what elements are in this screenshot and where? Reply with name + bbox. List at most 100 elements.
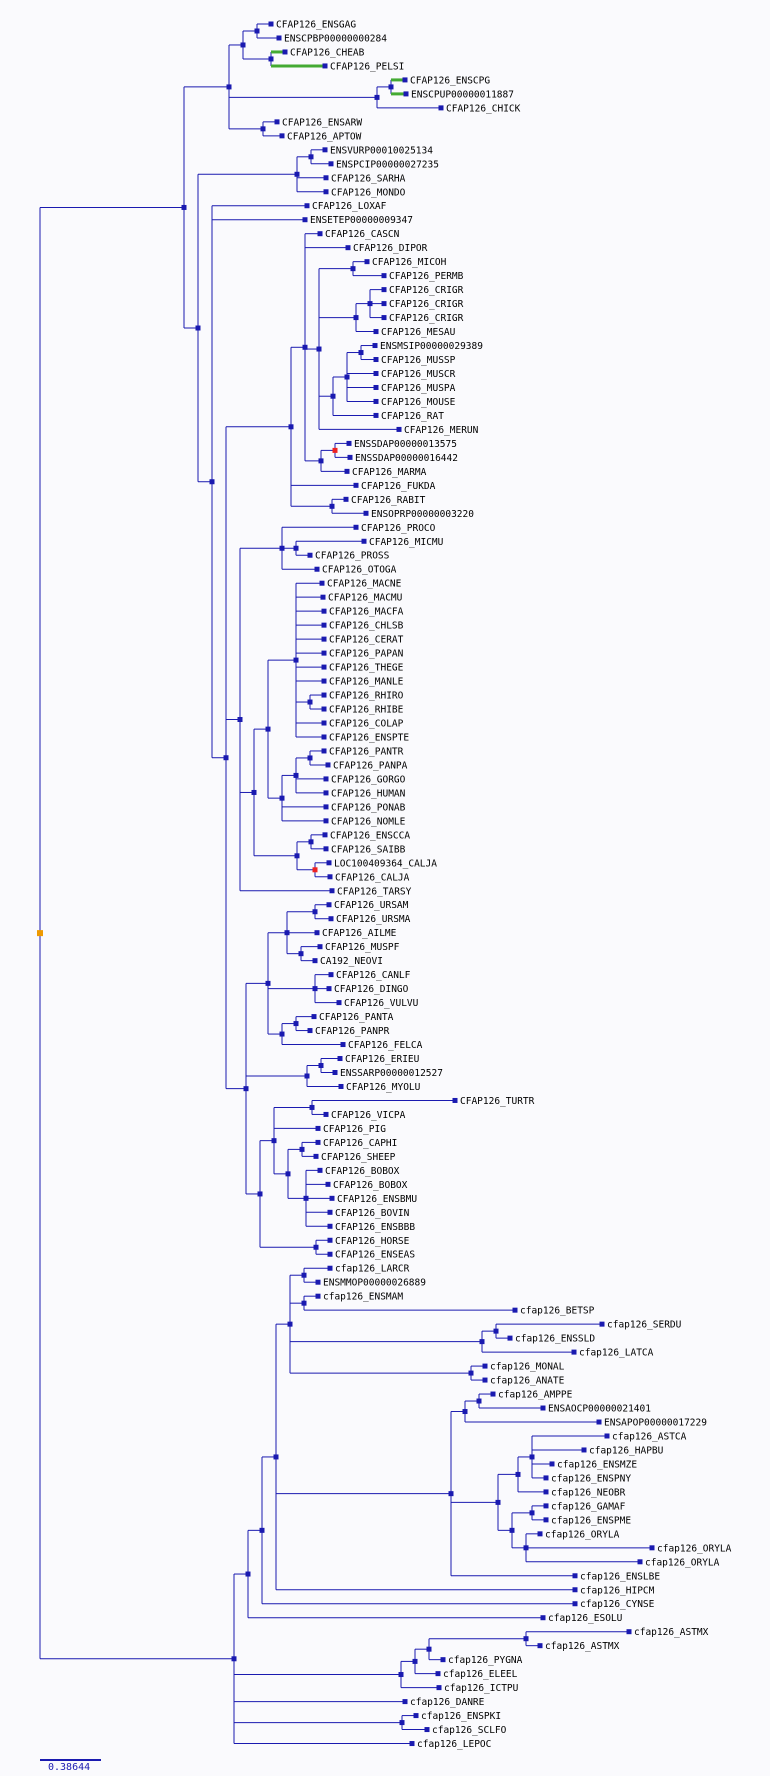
internal-node[interactable] xyxy=(209,479,215,485)
duplication-node[interactable] xyxy=(332,447,338,453)
leaf-node[interactable] xyxy=(276,35,282,41)
leaf-node[interactable] xyxy=(507,1335,513,1341)
leaf-node[interactable] xyxy=(336,1000,342,1006)
leaf-node[interactable] xyxy=(323,846,329,852)
internal-node[interactable] xyxy=(279,545,285,551)
leaf-node[interactable] xyxy=(317,1167,323,1173)
leaf-node[interactable] xyxy=(321,720,327,726)
leaf-node[interactable] xyxy=(323,175,329,181)
leaf-node[interactable] xyxy=(317,944,323,950)
leaf-node[interactable] xyxy=(327,1265,333,1271)
root-node[interactable] xyxy=(37,930,43,937)
leaf-node[interactable] xyxy=(436,1685,442,1691)
leaf-node[interactable] xyxy=(482,1363,488,1369)
internal-node[interactable] xyxy=(279,795,285,801)
leaf-node[interactable] xyxy=(403,91,409,97)
internal-node[interactable] xyxy=(330,393,336,399)
internal-node[interactable] xyxy=(329,503,335,509)
internal-node[interactable] xyxy=(318,458,324,464)
internal-node[interactable] xyxy=(301,1300,307,1306)
leaf-node[interactable] xyxy=(438,105,444,111)
internal-node[interactable] xyxy=(448,1491,454,1497)
leaf-node[interactable] xyxy=(315,1125,321,1131)
leaf-node[interactable] xyxy=(540,1405,546,1411)
internal-node[interactable] xyxy=(237,717,243,723)
internal-node[interactable] xyxy=(285,1171,291,1177)
leaf-node[interactable] xyxy=(347,454,353,460)
leaf-node[interactable] xyxy=(581,1447,587,1453)
leaf-node[interactable] xyxy=(540,1615,546,1621)
leaf-node[interactable] xyxy=(373,357,379,363)
leaf-node[interactable] xyxy=(304,203,310,209)
internal-node[interactable] xyxy=(515,1471,521,1477)
leaf-node[interactable] xyxy=(327,1223,333,1229)
leaf-node[interactable] xyxy=(314,566,320,572)
leaf-node[interactable] xyxy=(572,1601,578,1607)
internal-node[interactable] xyxy=(265,726,271,732)
leaf-node[interactable] xyxy=(435,1671,441,1677)
leaf-node[interactable] xyxy=(364,259,370,265)
internal-node[interactable] xyxy=(412,1658,418,1664)
leaf-node[interactable] xyxy=(543,1475,549,1481)
leaf-node[interactable] xyxy=(537,1531,543,1537)
leaf-node[interactable] xyxy=(596,1419,602,1425)
internal-node[interactable] xyxy=(268,56,274,62)
internal-node[interactable] xyxy=(353,315,359,321)
leaf-node[interactable] xyxy=(329,1195,335,1201)
leaf-node[interactable] xyxy=(373,398,379,404)
internal-node[interactable] xyxy=(265,980,271,986)
leaf-node[interactable] xyxy=(321,678,327,684)
leaf-node[interactable] xyxy=(381,315,387,321)
leaf-node[interactable] xyxy=(326,860,332,866)
internal-node[interactable] xyxy=(358,350,364,356)
leaf-node[interactable] xyxy=(599,1321,605,1327)
leaf-node[interactable] xyxy=(322,63,328,69)
leaf-node[interactable] xyxy=(396,426,402,432)
internal-node[interactable] xyxy=(308,839,314,845)
leaf-node[interactable] xyxy=(572,1587,578,1593)
leaf-node[interactable] xyxy=(323,189,329,195)
leaf-node[interactable] xyxy=(637,1559,643,1565)
leaf-node[interactable] xyxy=(321,706,327,712)
leaf-node[interactable] xyxy=(543,1489,549,1495)
internal-node[interactable] xyxy=(388,84,394,90)
internal-node[interactable] xyxy=(304,1073,310,1079)
internal-node[interactable] xyxy=(523,1636,529,1642)
leaf-node[interactable] xyxy=(338,1083,344,1089)
internal-node[interactable] xyxy=(312,986,318,992)
leaf-node[interactable] xyxy=(302,217,308,223)
internal-node[interactable] xyxy=(302,344,308,350)
leaf-node[interactable] xyxy=(282,49,288,55)
internal-node[interactable] xyxy=(271,1138,277,1144)
leaf-node[interactable] xyxy=(323,790,329,796)
internal-node[interactable] xyxy=(495,1499,501,1505)
internal-node[interactable] xyxy=(251,789,257,795)
internal-node[interactable] xyxy=(313,1244,319,1250)
leaf-node[interactable] xyxy=(326,986,332,992)
leaf-node[interactable] xyxy=(323,804,329,810)
leaf-node[interactable] xyxy=(315,1279,321,1285)
leaf-node[interactable] xyxy=(332,1070,338,1075)
internal-node[interactable] xyxy=(307,755,313,761)
leaf-node[interactable] xyxy=(329,888,335,894)
internal-node[interactable] xyxy=(245,1571,251,1577)
internal-node[interactable] xyxy=(523,1545,529,1551)
internal-node[interactable] xyxy=(288,424,294,430)
internal-node[interactable] xyxy=(223,755,229,761)
leaf-node[interactable] xyxy=(323,776,329,782)
leaf-node[interactable] xyxy=(604,1433,610,1439)
leaf-node[interactable] xyxy=(312,958,318,964)
leaf-node[interactable] xyxy=(327,1251,333,1257)
leaf-node[interactable] xyxy=(321,664,327,670)
leaf-node[interactable] xyxy=(572,1573,578,1579)
leaf-node[interactable] xyxy=(311,1014,317,1020)
leaf-node[interactable] xyxy=(307,1028,313,1034)
leaf-node[interactable] xyxy=(344,468,350,474)
leaf-node[interactable] xyxy=(512,1307,518,1313)
internal-node[interactable] xyxy=(398,1672,404,1678)
internal-node[interactable] xyxy=(476,1398,482,1404)
leaf-node[interactable] xyxy=(490,1391,496,1397)
leaf-node[interactable] xyxy=(440,1657,446,1663)
leaf-node[interactable] xyxy=(328,916,334,922)
leaf-node[interactable] xyxy=(373,412,379,418)
